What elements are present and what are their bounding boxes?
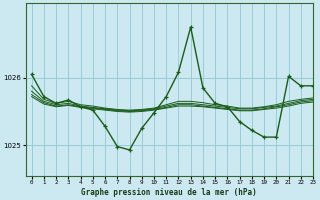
X-axis label: Graphe pression niveau de la mer (hPa): Graphe pression niveau de la mer (hPa) <box>81 188 257 197</box>
